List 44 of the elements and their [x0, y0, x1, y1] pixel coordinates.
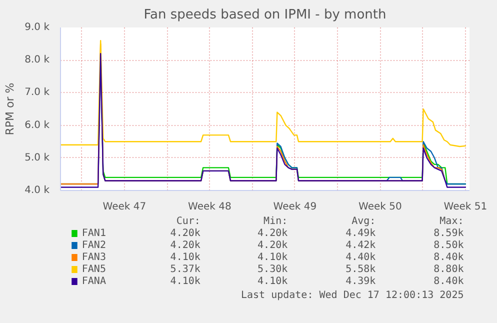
text: Max: — [440, 216, 464, 227]
y-tick-label: 8.0 k — [24, 54, 50, 66]
x-tick-label: Week 47 — [102, 202, 146, 212]
legend-label: FAN2 — [82, 240, 106, 251]
text: 4.10k — [170, 252, 200, 263]
text: 4.20k — [170, 240, 200, 251]
y-axis-title: RPM or % — [4, 82, 17, 136]
y-tick-label: 6.0 k — [24, 120, 50, 131]
text: 8.59k — [434, 228, 464, 239]
text: 4.42k — [346, 240, 376, 251]
x-tick-label: Week 49 — [273, 202, 317, 212]
text: 8.50k — [434, 240, 464, 251]
text: 8.40k — [434, 252, 464, 263]
legend-label: FAN3 — [82, 252, 106, 263]
text: 5.58k — [346, 264, 376, 275]
chart-title: Fan speeds based on IPMI - by month — [144, 8, 386, 22]
y-tick-label: 5.0 k — [24, 152, 50, 164]
text: 5.37k — [170, 264, 200, 275]
legend-label: FAN1 — [82, 228, 106, 239]
x-tick-label: Week 51 — [444, 202, 488, 212]
legend-label: FAN5 — [82, 264, 106, 275]
x-tick-label: Week 48 — [188, 202, 232, 212]
y-tick-label: 4.0 k — [24, 185, 50, 196]
text: 4.20k — [170, 228, 200, 239]
text: 8.80k — [434, 264, 464, 275]
text: 4.20k — [258, 240, 288, 251]
text: 4.10k — [170, 276, 200, 287]
y-tick-label: 7.0 k — [24, 87, 50, 98]
text: Cur: — [176, 216, 200, 227]
text: 5.30k — [258, 264, 288, 275]
text: 4.10k — [258, 252, 288, 263]
y-tick-label: 9.0 k — [24, 22, 50, 33]
legend-label: FANA — [82, 276, 106, 287]
line-series — [60, 40, 467, 148]
text: 4.40k — [346, 252, 376, 263]
text: Last update: Wed Dec 17 12:00:13 2025 — [240, 290, 464, 301]
text: 8.40k — [434, 276, 464, 287]
text: Min: — [264, 216, 288, 227]
text: 4.39k — [346, 276, 376, 287]
x-tick-label: Week 50 — [358, 202, 402, 212]
text: 4.20k — [258, 228, 288, 239]
text: 4.49k — [346, 228, 376, 239]
text: Avg: — [352, 216, 376, 227]
text: 4.10k — [258, 276, 288, 287]
